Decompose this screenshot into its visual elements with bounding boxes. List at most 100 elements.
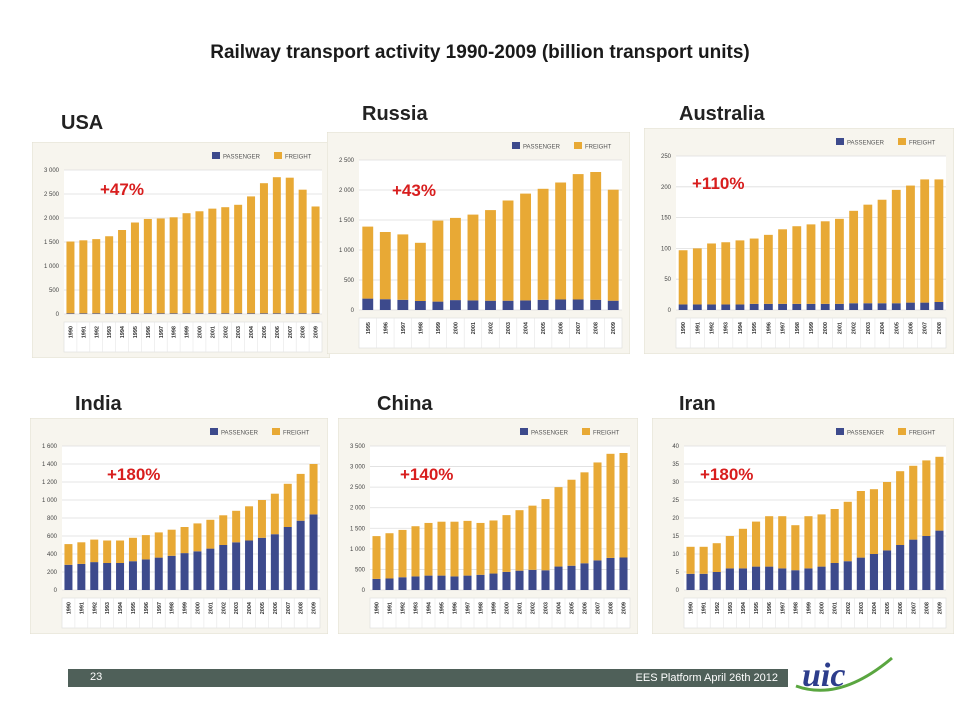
bar-passenger-china-2009 [619, 557, 628, 590]
bar-passenger-australia-1994 [735, 304, 745, 310]
bar-passenger-australia-2003 [863, 303, 873, 310]
bar-passenger-russia-2008 [590, 299, 602, 310]
ytick-label-australia: 200 [661, 185, 672, 191]
bar-passenger-australia-1995 [749, 303, 759, 310]
ytick-label-china: 2 000 [350, 506, 366, 512]
bar-freight-china-2007 [593, 462, 602, 561]
xtick-label-australia-1995: 1995 [752, 322, 758, 334]
bar-freight-usa-1995 [130, 222, 139, 314]
chart-australia-svg: PASSENGER FREIGHT 0 50 100 150 200 250 1990 1991 1… [644, 128, 954, 354]
xtick-label-india-1996: 1996 [144, 602, 150, 614]
bar-freight-usa-1990 [66, 241, 75, 314]
ytick-label-russia: 0 [351, 308, 355, 314]
bar-freight-iran-1991 [699, 546, 708, 574]
xtick-label-usa-1994: 1994 [120, 325, 126, 338]
ytick-label-australia: 0 [668, 308, 672, 314]
ytick-label-usa: 0 [56, 312, 60, 318]
xtick-label-australia-2003: 2003 [866, 322, 872, 334]
xtick-label-iran-2009: 2009 [937, 602, 943, 614]
bar-passenger-china-2002 [528, 569, 537, 590]
bar-freight-india-1990 [64, 544, 73, 565]
bar-passenger-usa-1994 [118, 313, 127, 314]
xtick-label-china-2009: 2009 [622, 602, 628, 614]
bar-freight-india-2002 [219, 515, 228, 545]
bar-passenger-india-1996 [141, 559, 150, 590]
country-label-russia: Russia [362, 103, 428, 125]
bar-passenger-india-1999 [180, 553, 189, 590]
ytick-label-india: 800 [47, 516, 58, 522]
xtick-label-australia-1993: 1993 [724, 322, 730, 334]
xtick-label-india-2005: 2005 [260, 602, 266, 614]
chart-australia: PASSENGER FREIGHT 0 50 100 150 200 250 1990 1991 1… [644, 128, 954, 354]
xtick-label-india-2006: 2006 [273, 602, 279, 614]
xtick-label-iran-2001: 2001 [833, 602, 839, 614]
ytick-label-china: 2 500 [350, 485, 366, 491]
bar-passenger-china-2005 [567, 565, 576, 590]
xtick-label-iran-1990: 1990 [689, 602, 695, 614]
xtick-label-china-2002: 2002 [531, 602, 537, 614]
bar-freight-australia-1991 [692, 248, 702, 305]
bar-passenger-iran-2001 [830, 563, 839, 590]
bar-freight-australia-2004 [877, 199, 887, 304]
bar-freight-usa-1996 [143, 218, 152, 314]
xtick-label-iran-2003: 2003 [859, 602, 865, 614]
bar-passenger-usa-1997 [156, 313, 165, 314]
xtick-label-china-2000: 2000 [505, 602, 511, 614]
xtick-label-india-1995: 1995 [131, 602, 137, 614]
bar-passenger-usa-1999 [182, 313, 191, 314]
growth-label-australia: +110% [692, 174, 745, 193]
bar-passenger-australia-1992 [707, 304, 716, 310]
bar-freight-australia-1995 [749, 238, 759, 304]
bar-passenger-india-2004 [245, 540, 254, 590]
bar-passenger-iran-2004 [869, 554, 879, 590]
bar-freight-china-2006 [580, 472, 589, 564]
bar-passenger-australia-1996 [763, 303, 773, 310]
bar-passenger-china-1991 [385, 578, 394, 590]
country-label-china: China [377, 393, 433, 415]
xtick-label-australia-2006: 2006 [908, 322, 914, 334]
xtick-label-iran-1999: 1999 [806, 602, 812, 614]
bar-passenger-india-2006 [270, 534, 279, 590]
chart-usa: PASSENGER FREIGHT 0 500 1 000 1 500 2 000 2 500… [32, 142, 330, 358]
xtick-label-usa-1997: 1997 [159, 326, 165, 338]
bar-passenger-india-1991 [77, 563, 86, 590]
ytick-label-india: 200 [47, 570, 58, 576]
bar-freight-india-2004 [245, 506, 254, 541]
xtick-label-usa-2006: 2006 [275, 326, 281, 338]
xtick-label-usa-1990: 1990 [68, 326, 74, 338]
xtick-label-china-1998: 1998 [479, 602, 485, 614]
xtick-label-usa-1995: 1995 [133, 326, 139, 338]
bar-passenger-russia-2003 [502, 300, 514, 310]
bar-passenger-iran-2005 [882, 550, 892, 590]
bar-passenger-usa-2008 [298, 313, 307, 314]
xtick-label-russia-2002: 2002 [489, 322, 495, 334]
ytick-label-usa: 2 500 [44, 192, 60, 198]
chart-russia: PASSENGER FREIGHT 0 500 1 000 1 500 2 000 2 500… [327, 132, 630, 354]
bar-freight-iran-1995 [751, 521, 761, 567]
bar-passenger-usa-2001 [208, 313, 217, 314]
bar-freight-india-2007 [283, 483, 292, 527]
bar-freight-usa-2006 [272, 177, 281, 314]
legend-label-freight: FREIGHT [909, 141, 936, 147]
bar-freight-china-1995 [437, 521, 446, 576]
bar-freight-iran-2005 [882, 482, 892, 551]
chart-india: PASSENGER FREIGHT 0 200 400 600 800 1 000 1 200 1… [30, 418, 328, 634]
xtick-label-russia-2007: 2007 [576, 322, 582, 334]
xtick-label-australia-2008: 2008 [937, 322, 943, 334]
xtick-label-india-2001: 2001 [208, 602, 214, 614]
bar-passenger-india-1990 [64, 564, 73, 590]
bar-passenger-australia-1991 [692, 304, 702, 310]
uic-logo: uic [792, 650, 896, 703]
bar-passenger-india-2007 [283, 527, 292, 590]
xtick-label-usa-2001: 2001 [210, 326, 216, 338]
xtick-label-australia-1996: 1996 [766, 322, 772, 334]
bar-freight-china-2002 [528, 505, 537, 570]
xtick-label-china-2006: 2006 [583, 602, 589, 614]
ytick-label-usa: 1 500 [44, 240, 60, 246]
legend-label-passenger: PASSENGER [223, 155, 261, 161]
bar-passenger-iran-1992 [712, 572, 721, 590]
xtick-label-usa-1992: 1992 [94, 326, 100, 338]
bar-freight-iran-1997 [778, 516, 787, 569]
bar-passenger-china-1999 [489, 573, 498, 590]
ytick-label-usa: 500 [49, 288, 60, 294]
